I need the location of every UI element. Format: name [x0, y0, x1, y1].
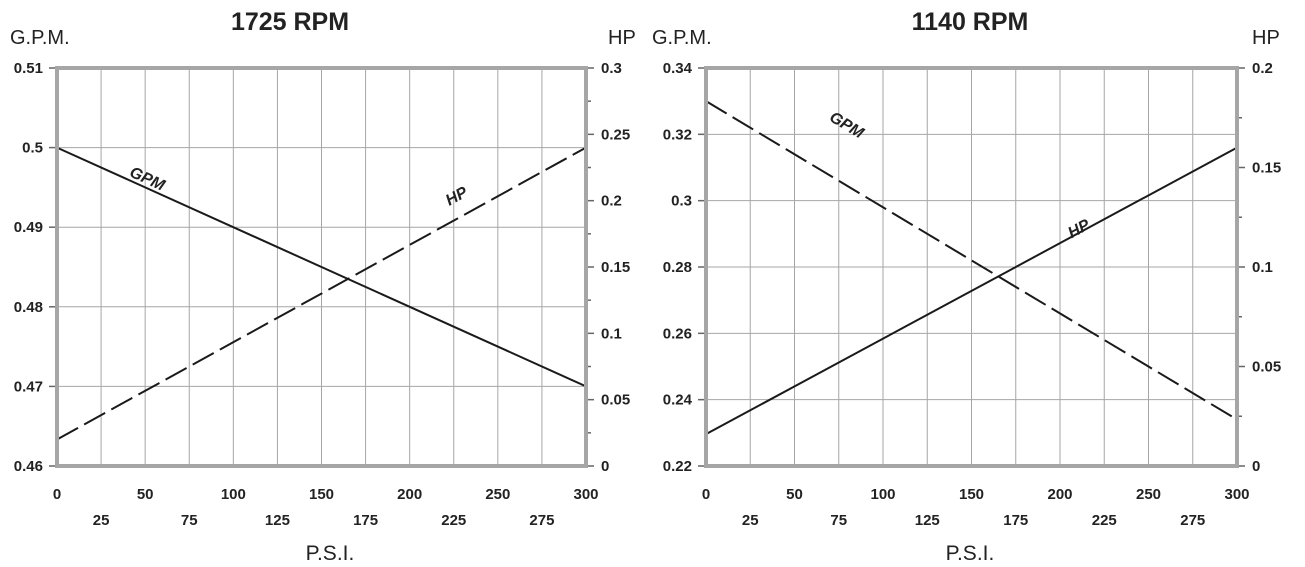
right-axis-unit-label: HP — [1252, 27, 1280, 49]
right-axis-tick-label: 0.3 — [601, 60, 622, 77]
x-axis-tick-label: 175 — [353, 512, 378, 529]
right-axis-tick-label: 0.15 — [1252, 160, 1281, 177]
chart-1140-rpm: 0.22 0.24 0.26 0.28 0.3 0.32 0.34 0 0.05 0.1 0.15 0… — [652, 8, 1281, 565]
right-axis-tick-label: 0.1 — [1252, 259, 1273, 276]
x-axis-tick-label: 25 — [93, 512, 110, 529]
x-axis-tick-label: 250 — [1136, 486, 1161, 503]
left-axis-tick-label: 0.51 — [14, 60, 43, 77]
x-axis-tick-label: 100 — [870, 486, 895, 503]
right-axis-tick-label: 0.2 — [601, 193, 622, 210]
x-axis-tick-label: 25 — [742, 512, 759, 529]
right-axis-tick-label: 0.25 — [601, 126, 630, 143]
plot-frame — [704, 66, 1239, 468]
x-axis-tick-label: 250 — [485, 486, 510, 503]
series-line-gpm — [56, 146, 587, 388]
x-axis-tick-label: 150 — [959, 486, 984, 503]
x-axis-tick-label: 100 — [221, 486, 246, 503]
x-axis-tick-label: 50 — [786, 486, 803, 503]
x-axis-tick-label: 200 — [1047, 486, 1072, 503]
x-axis-tick-label: 200 — [397, 486, 422, 503]
left-axis-tick-label: 0.32 — [663, 126, 692, 143]
series-line-hp — [56, 146, 587, 441]
x-axis-tick-label: 300 — [1224, 486, 1249, 503]
right-axis-unit-label: HP — [608, 27, 636, 49]
series-label-gpm: GPM — [127, 164, 168, 195]
left-axis-tick-label: 0.24 — [663, 392, 693, 409]
plot-frame — [55, 66, 588, 468]
left-axis-tick-label: 0.26 — [663, 325, 692, 342]
x-axis-tick-label: 0 — [702, 486, 710, 503]
series-label-hp: HP — [443, 184, 471, 210]
series-label-gpm: GPM — [826, 109, 867, 143]
series-line-gpm — [705, 100, 1238, 421]
x-axis-tick-label: 300 — [573, 486, 598, 503]
x-axis-label: P.S.I. — [946, 542, 995, 565]
right-axis-tick-label: 0.1 — [601, 325, 622, 342]
right-axis-tick-label: 0.2 — [1252, 60, 1273, 77]
x-axis-tick-label: 0 — [53, 486, 61, 503]
x-axis-tick-label: 50 — [137, 486, 154, 503]
chart-title: 1140 RPM — [912, 8, 1029, 36]
right-axis-tick-label: 0 — [601, 458, 609, 475]
x-axis-tick-label: 225 — [441, 512, 466, 529]
series-line-hp — [705, 146, 1238, 436]
left-axis-tick-label: 0.28 — [663, 259, 692, 276]
left-axis-tick-label: 0.46 — [14, 458, 43, 475]
chart-1725-rpm: 0.46 0.47 0.48 0.49 0.5 0.51 0 0.05 0.1 0.15 0.2 0.… — [10, 8, 636, 565]
right-axis-tick-label: 0.05 — [601, 392, 630, 409]
right-axis-tick-label: 0 — [1252, 458, 1260, 475]
left-axis-tick-label: 0.49 — [14, 219, 43, 236]
x-axis-tick-label: 275 — [1180, 512, 1205, 529]
left-axis-tick-label: 0.47 — [14, 378, 43, 395]
x-axis-tick-label: 225 — [1092, 512, 1117, 529]
right-axis-tick-label: 0.15 — [601, 259, 630, 276]
x-axis-label: P.S.I. — [306, 542, 355, 565]
right-axis-tick-label: 0.05 — [1252, 359, 1281, 376]
left-axis-tick-label: 0.3 — [671, 193, 692, 210]
left-axis-unit-label: G.P.M. — [652, 27, 712, 49]
x-axis-tick-label: 125 — [915, 512, 940, 529]
chart-title: 1725 RPM — [231, 8, 349, 36]
x-axis-tick-label: 75 — [830, 512, 847, 529]
left-axis-tick-label: 0.34 — [663, 60, 693, 77]
x-axis-tick-label: 275 — [529, 512, 554, 529]
left-axis-tick-label: 0.5 — [22, 140, 43, 157]
left-axis-unit-label: G.P.M. — [10, 27, 70, 49]
left-axis-tick-label: 0.22 — [663, 458, 692, 475]
x-axis-tick-label: 125 — [265, 512, 290, 529]
left-axis-tick-label: 0.48 — [14, 299, 43, 316]
x-axis-tick-label: 175 — [1003, 512, 1028, 529]
x-axis-tick-label: 150 — [309, 486, 334, 503]
x-axis-tick-label: 75 — [181, 512, 198, 529]
